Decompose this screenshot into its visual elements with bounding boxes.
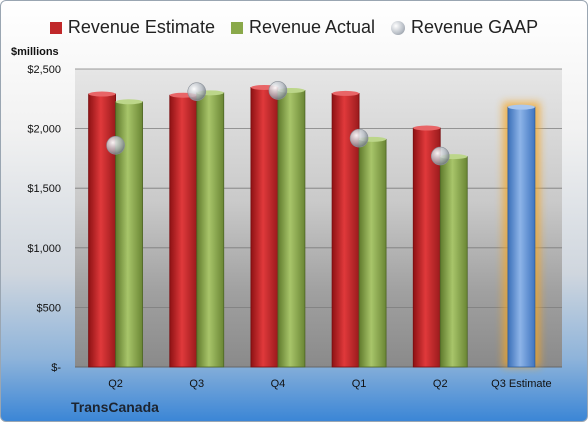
- bar-actual: [358, 138, 387, 368]
- y-tick-label: $2,000: [27, 124, 61, 136]
- bar-estimate: [250, 87, 279, 368]
- bar-actual: [196, 92, 225, 368]
- bar-projected: [507, 106, 536, 368]
- y-tick-label: $1,500: [27, 183, 61, 195]
- y-tick-label: $1,000: [27, 243, 61, 255]
- gaap-point: [106, 135, 125, 155]
- legend-swatch-gaap: [391, 20, 406, 35]
- gaap-point: [430, 146, 450, 166]
- gaap-point: [187, 82, 207, 101]
- gaap-point: [349, 128, 369, 148]
- gaap-point: [268, 81, 288, 100]
- bar-estimate: [169, 94, 198, 368]
- bar-estimate-cap: [413, 125, 441, 131]
- legend-item-estimate: Revenue Estimate: [49, 17, 215, 38]
- bar-estimate: [88, 93, 116, 368]
- x-tick-label: Q3: [189, 378, 204, 390]
- legend-label-estimate: Revenue Estimate: [67, 17, 215, 37]
- bar-estimate: [412, 127, 441, 368]
- legend-label-actual: Revenue Actual: [248, 17, 376, 37]
- legend-item-gaap: Revenue GAAP: [391, 17, 538, 38]
- x-tick-label: Q1: [352, 378, 367, 390]
- bar-actual: [277, 90, 306, 368]
- x-tick-label: Q4: [271, 378, 286, 390]
- company-name: TransCanada: [71, 399, 159, 415]
- legend-label-gaap: Revenue GAAP: [411, 17, 539, 37]
- y-tick-label: $500: [37, 302, 61, 314]
- y-unit-label: $millions: [11, 46, 59, 58]
- bar-actual: [439, 156, 468, 368]
- x-tick-label: Q3 Estimate: [491, 378, 552, 390]
- y-tick-label: $2,500: [27, 64, 61, 76]
- legend-swatch-actual: [230, 21, 243, 34]
- legend-swatch-estimate: [49, 21, 62, 34]
- legend-item-actual: Revenue Actual: [230, 17, 376, 38]
- plot-area: [75, 69, 562, 367]
- y-tick-label: $-: [51, 362, 61, 374]
- bar-estimate-cap: [88, 91, 116, 97]
- bar-actual-cap: [115, 99, 143, 105]
- legend: Revenue Estimate Revenue Actual Revenue …: [1, 17, 587, 38]
- x-tick-label: Q2: [433, 378, 448, 390]
- bar-projected-cap: [507, 104, 535, 110]
- x-tick-label: Q2: [108, 378, 123, 390]
- bar-estimate-cap: [332, 90, 360, 96]
